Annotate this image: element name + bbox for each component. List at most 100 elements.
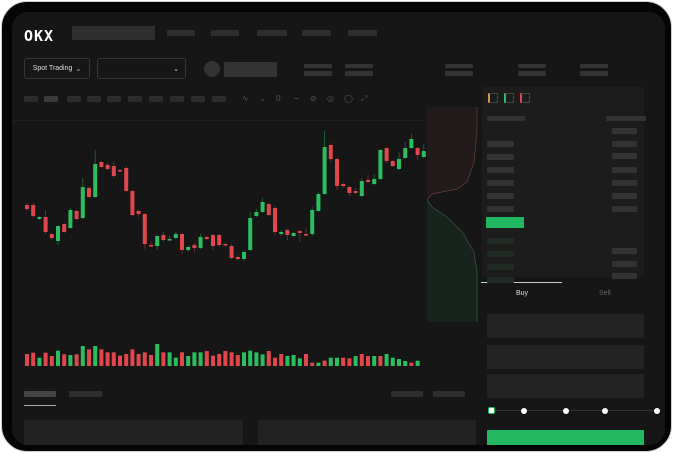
candle — [279, 232, 284, 234]
chart-type-icon[interactable]: ⌄ — [259, 94, 266, 103]
ask-depth — [427, 107, 477, 200]
candlestick-chart[interactable] — [12, 87, 482, 387]
total-input[interactable] — [487, 374, 644, 398]
tab-sell[interactable]: Sell — [599, 290, 611, 297]
candle — [260, 202, 265, 212]
volume-bar — [328, 357, 333, 366]
slider-step-100[interactable] — [654, 408, 660, 414]
volume-bar — [149, 355, 153, 366]
filter-button-1[interactable] — [391, 391, 423, 397]
buy-submit-button[interactable] — [487, 430, 644, 445]
nav-item-4[interactable] — [302, 30, 331, 36]
candle — [173, 234, 178, 238]
slider-step-50[interactable] — [563, 408, 569, 414]
volume-bar — [260, 354, 265, 366]
tab-buy[interactable]: Buy — [516, 290, 529, 297]
spot-trading-dropdown[interactable]: Spot Trading ⌄ — [24, 58, 90, 79]
interval-button-7[interactable] — [149, 96, 163, 102]
ob-header-price — [487, 116, 525, 121]
volume-bar — [31, 352, 36, 366]
tab-order-history[interactable] — [69, 391, 102, 397]
volume-bar — [74, 354, 79, 366]
candle — [31, 205, 36, 216]
volume-bar — [335, 357, 339, 366]
chevron-down-icon: ⌄ — [75, 65, 82, 73]
settings-icon[interactable]: 0: — [276, 94, 283, 103]
candle — [25, 205, 29, 209]
ask-price-5 — [487, 193, 514, 199]
nav-item-5[interactable] — [348, 30, 377, 36]
candle — [335, 159, 339, 186]
volume-bar — [223, 351, 228, 366]
ask-amount-6 — [612, 193, 637, 199]
candle — [149, 245, 153, 247]
interval-button-8[interactable] — [170, 96, 184, 102]
pair-price — [224, 62, 277, 77]
price-input[interactable] — [487, 314, 644, 338]
tab-open-orders[interactable] — [24, 391, 56, 397]
stat-label-2 — [345, 64, 373, 68]
interval-button-4[interactable] — [87, 96, 101, 102]
nav-item-2[interactable] — [211, 30, 239, 36]
fullscreen-icon[interactable]: ⤢ — [361, 94, 368, 103]
bid-price-2 — [487, 251, 514, 257]
candle — [384, 148, 389, 161]
pair-dropdown[interactable]: ⌄ — [97, 58, 186, 79]
stat-label-5 — [580, 64, 608, 68]
draw-icon[interactable]: ⊘ — [310, 94, 317, 103]
stat-value-4 — [518, 71, 546, 76]
candle — [421, 151, 426, 157]
volume-bar — [316, 362, 321, 366]
ask-price-4 — [487, 180, 514, 186]
volume-bar — [279, 354, 284, 366]
slider-handle[interactable] — [488, 407, 495, 414]
bid-price-4 — [487, 277, 514, 283]
orderbook-asks-icon[interactable] — [520, 93, 530, 103]
interval-button-10[interactable] — [212, 96, 226, 102]
interval-button-6[interactable] — [128, 96, 142, 102]
filter-button-2[interactable] — [433, 391, 465, 397]
volume-bar — [235, 355, 240, 366]
orderbook-both-icon[interactable] — [488, 93, 498, 103]
candle — [68, 210, 73, 228]
target-icon[interactable]: ◎ — [327, 94, 334, 103]
candle — [217, 235, 222, 245]
trading-screen: OKX Spot Trading ⌄ ⌄ Buy Sell — [12, 12, 665, 445]
interval-button-9[interactable] — [191, 96, 205, 102]
volume-bar — [130, 349, 135, 366]
amount-input[interactable] — [487, 345, 644, 369]
volume-bar — [285, 356, 290, 366]
ask-amount-2 — [612, 141, 637, 147]
orderbook-bids-icon[interactable] — [504, 93, 514, 103]
ask-amount-1 — [612, 128, 637, 134]
nav-item-3[interactable] — [257, 30, 287, 36]
nav-item-1[interactable] — [167, 30, 195, 36]
indicator-icon[interactable]: ∿ — [242, 94, 249, 103]
volume-bar — [186, 356, 191, 366]
candle — [304, 234, 308, 236]
interval-button-1[interactable] — [24, 96, 38, 102]
volume-bar — [341, 357, 346, 366]
bid-price-1 — [487, 238, 514, 244]
orders-panel-left — [24, 420, 243, 445]
bid-amount-3 — [612, 273, 637, 279]
okx-logo[interactable]: OKX — [24, 27, 55, 45]
slider-step-25[interactable] — [521, 408, 527, 414]
slider-step-75[interactable] — [602, 408, 608, 414]
candle — [366, 180, 370, 182]
candle — [192, 245, 197, 248]
interval-button-2[interactable] — [44, 96, 58, 102]
buy-tab-underline — [481, 282, 562, 283]
interval-button-3[interactable] — [67, 96, 81, 102]
volume-bar — [390, 357, 395, 366]
ask-price-1 — [487, 141, 514, 147]
volume-bar — [68, 355, 73, 366]
volume-bar — [161, 352, 166, 366]
line-tool-icon[interactable]: ∼ — [293, 94, 300, 103]
volume-bar — [372, 356, 377, 366]
circle-icon[interactable]: ◯ — [344, 94, 353, 103]
search-bar[interactable] — [72, 26, 155, 40]
amount-slider[interactable] — [490, 410, 658, 411]
interval-button-5[interactable] — [107, 96, 121, 102]
candle — [310, 210, 315, 234]
